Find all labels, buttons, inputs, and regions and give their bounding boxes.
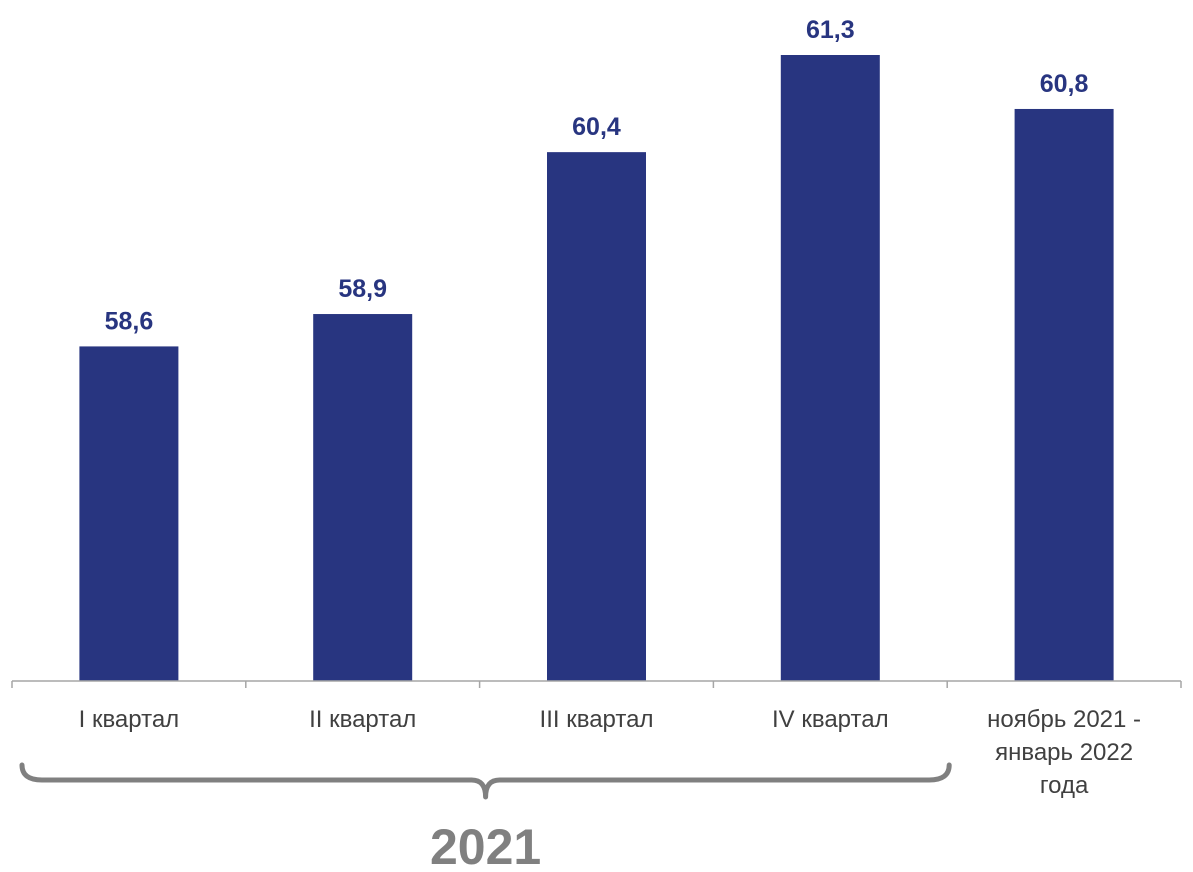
bar-2 bbox=[547, 152, 646, 681]
bar-0 bbox=[79, 346, 179, 681]
bar-3 bbox=[780, 55, 880, 681]
value-labels-group: 58,6 58,9 60,4 61,3 60,8 bbox=[105, 16, 1089, 335]
value-label-0: 58,6 bbox=[105, 307, 154, 335]
category-label-2-line-0: III квартал bbox=[540, 706, 654, 733]
category-label-3-line-0: IV квартал bbox=[772, 706, 889, 733]
category-label-0: I квартал bbox=[79, 706, 180, 733]
category-label-1: II квартал bbox=[309, 706, 416, 733]
bar-4 bbox=[1014, 108, 1114, 681]
value-label-2: 60,4 bbox=[572, 113, 621, 141]
category-label-0-line-0: I квартал bbox=[79, 706, 180, 733]
category-label-4: ноябрь 2021 - январь 2022 года bbox=[987, 706, 1141, 799]
value-label-4: 60,8 bbox=[1040, 70, 1089, 98]
category-label-3: IV квартал bbox=[772, 706, 889, 733]
category-labels-group: I квартал II квартал III квартал IV квартал… bbox=[79, 706, 1141, 799]
category-label-1-line-0: II квартал bbox=[309, 706, 416, 733]
x-axis-ticks-group bbox=[11, 681, 1182, 688]
bar-1 bbox=[313, 314, 413, 681]
category-label-4-line-1: январь 2022 bbox=[995, 739, 1133, 766]
group-bracket-label: 2021 bbox=[430, 819, 541, 872]
bars-group bbox=[79, 55, 1114, 681]
category-label-4-line-2: года bbox=[1040, 772, 1089, 799]
category-label-2: III квартал bbox=[540, 706, 654, 733]
category-label-4-line-0: ноябрь 2021 - bbox=[987, 706, 1141, 733]
value-label-3: 61,3 bbox=[806, 16, 855, 44]
value-label-1: 58,9 bbox=[338, 275, 387, 303]
group-bracket bbox=[19, 762, 952, 800]
